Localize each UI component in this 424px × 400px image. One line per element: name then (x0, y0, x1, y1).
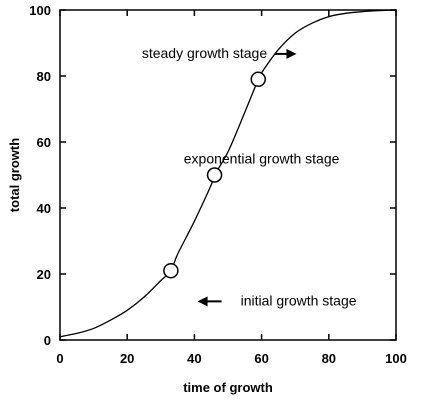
y-tick-label: 20 (37, 267, 51, 282)
x-tick-label: 80 (322, 351, 336, 366)
stage-annotation: exponential growth stage (184, 151, 340, 167)
stage-markers (163, 71, 266, 279)
stage-annotation: steady growth stage (142, 45, 268, 61)
x-axis-label: time of growth (183, 380, 273, 395)
stage-annotation: initial growth stage (241, 292, 357, 308)
arrow-right-head (286, 48, 297, 59)
x-tick-label: 20 (120, 351, 134, 366)
y-tick-label: 0 (44, 333, 51, 348)
arrow-left-head (197, 296, 208, 307)
stage-annotations: steady growth stage exponential growth st… (142, 45, 357, 308)
stage-marker (206, 167, 223, 183)
y-tick-label: 40 (37, 201, 51, 216)
growth-curve (59, 9, 397, 338)
y-tick-label: 60 (37, 135, 51, 150)
stage-marker (163, 262, 179, 279)
x-tick-label: 60 (254, 351, 268, 366)
x-tick-label: 100 (385, 351, 407, 366)
x-tick-label: 0 (56, 351, 63, 366)
plot-frame (59, 9, 397, 341)
y-axis-label: total growth (7, 138, 22, 212)
axis-ticks: 0 20 40 60 80 100 0 20 40 60 80 100 (29, 3, 407, 366)
y-tick-label: 80 (37, 69, 51, 84)
x-tick-label: 40 (187, 351, 201, 366)
stage-marker (250, 71, 266, 88)
y-tick-label: 100 (29, 3, 51, 18)
